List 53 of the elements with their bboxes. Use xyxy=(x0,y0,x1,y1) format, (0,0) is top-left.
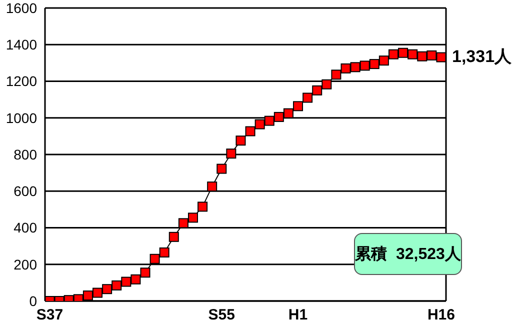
x-tick-label: S37 xyxy=(36,306,64,324)
point xyxy=(112,280,122,290)
y-tick-label: 1000 xyxy=(6,110,38,126)
point xyxy=(159,247,170,258)
point xyxy=(360,60,370,71)
point xyxy=(207,182,218,192)
point xyxy=(226,148,236,159)
y-tick-label: 1400 xyxy=(6,36,38,53)
point xyxy=(102,284,112,294)
point xyxy=(198,202,208,212)
point xyxy=(274,112,284,122)
point xyxy=(417,51,428,62)
point xyxy=(178,218,188,228)
y-tick-label: 1200 xyxy=(6,73,38,90)
annotation: 累積 32,523人 xyxy=(354,233,462,275)
y-tick-label: 400 xyxy=(14,220,38,236)
y-tick-label: 0 xyxy=(29,292,38,309)
y-tick-label: 800 xyxy=(14,146,38,162)
point xyxy=(426,50,437,60)
point xyxy=(140,268,150,278)
point xyxy=(121,276,132,287)
point xyxy=(264,116,274,126)
point xyxy=(322,79,332,90)
point xyxy=(82,290,93,301)
point xyxy=(331,70,342,80)
point xyxy=(130,274,141,284)
point xyxy=(340,63,351,74)
point xyxy=(388,49,398,60)
point xyxy=(150,254,160,264)
x-tick-label: H16 xyxy=(427,306,455,324)
point xyxy=(436,52,446,62)
point xyxy=(283,108,294,118)
point xyxy=(398,48,408,58)
y-tick-label: 1600 xyxy=(6,0,38,16)
point xyxy=(408,49,418,60)
point xyxy=(302,92,313,103)
x-tick-label: S55 xyxy=(208,306,235,324)
point xyxy=(92,288,103,298)
point xyxy=(236,136,246,146)
text: 1,331人 xyxy=(452,46,512,68)
point xyxy=(245,126,256,136)
point xyxy=(188,212,198,223)
y-tick-label: 600 xyxy=(14,183,38,200)
x-tick-label: H1 xyxy=(288,306,308,324)
y-tick-label: 200 xyxy=(14,256,38,272)
point xyxy=(216,164,227,174)
point xyxy=(168,232,179,242)
point xyxy=(369,59,380,70)
point xyxy=(312,85,322,96)
point xyxy=(350,62,360,72)
point xyxy=(293,101,304,112)
point xyxy=(254,119,265,130)
point xyxy=(378,56,389,66)
